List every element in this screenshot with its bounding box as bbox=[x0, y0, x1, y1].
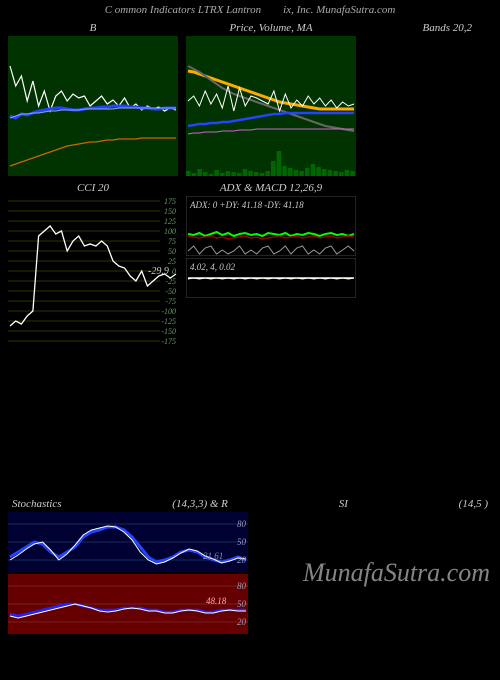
svg-text:50: 50 bbox=[168, 247, 176, 256]
svg-text:-75: -75 bbox=[165, 297, 176, 306]
chart-rsi: 80 50 20 48.18 bbox=[8, 574, 248, 634]
panel-adx-macd: ADX & MACD 12,26,9 ADX: 0 +DY: 41.18 -DY… bbox=[186, 180, 356, 346]
svg-text:25: 25 bbox=[168, 257, 176, 266]
svg-text:-175: -175 bbox=[161, 337, 176, 346]
stoch-params: (14,3,3) & R bbox=[172, 498, 228, 510]
row-stoch: Stochastics (14,3,3) & R SI (14,5 ) 80 50… bbox=[0, 496, 500, 634]
svg-text:4.02, 4, 0.02: 4.02, 4, 0.02 bbox=[190, 262, 236, 272]
panel-price: Price, Volume, MA bbox=[186, 20, 356, 176]
svg-text:ADX: 0 +DY: 41.18 -DY: 41.: ADX: 0 +DY: 41.18 -DY: 41.18 bbox=[189, 200, 304, 210]
row-mid: CCI 20 1751501251007550250-25-50-75-100-… bbox=[0, 180, 500, 346]
stoch-title-row: Stochastics (14,3,3) & R SI (14,5 ) bbox=[8, 496, 492, 512]
header-right: ix, Inc. MunafaSutra.com bbox=[283, 4, 395, 16]
rsi-params: (14,5 ) bbox=[459, 498, 488, 510]
panel-bands: Bands 20,2 bbox=[364, 20, 492, 176]
panel-bands-title: Bands 20,2 bbox=[364, 20, 492, 36]
svg-text:125: 125 bbox=[164, 217, 176, 226]
svg-text:-29.9: -29.9 bbox=[148, 266, 169, 277]
chart-b bbox=[8, 36, 178, 176]
chart-macd: 4.02, 4, 0.02 bbox=[186, 258, 356, 298]
svg-text:20: 20 bbox=[237, 555, 247, 565]
svg-text:75: 75 bbox=[168, 237, 176, 246]
header-left: C bbox=[105, 4, 112, 16]
svg-text:21.61: 21.61 bbox=[203, 551, 223, 561]
svg-text:80: 80 bbox=[237, 581, 247, 591]
panel-cci-title: CCI 20 bbox=[8, 180, 178, 196]
rsi-label: SI bbox=[339, 498, 348, 510]
svg-text:175: 175 bbox=[164, 197, 176, 206]
chart-cci: 1751501251007550250-25-50-75-100-125-150… bbox=[8, 196, 178, 346]
svg-text:50: 50 bbox=[237, 537, 247, 547]
svg-text:20: 20 bbox=[237, 617, 247, 627]
chart-price bbox=[186, 36, 356, 176]
svg-text:-100: -100 bbox=[161, 307, 176, 316]
svg-text:-150: -150 bbox=[161, 327, 176, 336]
row-top: B Price, Volume, MA Bands 20,2 bbox=[0, 20, 500, 176]
panel-adx-title: ADX & MACD 12,26,9 bbox=[186, 180, 356, 196]
page-header: C ommon Indicators LTRX Lantron ix, Inc.… bbox=[0, 0, 500, 20]
chart-adx: ADX: 0 +DY: 41.18 -DY: 41.18 bbox=[186, 196, 356, 256]
stoch-label: Stochastics bbox=[12, 498, 62, 510]
panel-price-title: Price, Volume, MA bbox=[186, 20, 356, 36]
panel-b: B bbox=[8, 20, 178, 176]
chart-stoch: 80 50 20 21.61 bbox=[8, 512, 248, 572]
svg-text:150: 150 bbox=[164, 207, 176, 216]
header-center: ommon Indicators LTRX Lantron bbox=[115, 4, 261, 16]
panel-b-title: B bbox=[8, 20, 178, 36]
svg-text:80: 80 bbox=[237, 519, 247, 529]
svg-text:-125: -125 bbox=[161, 317, 176, 326]
svg-text:50: 50 bbox=[237, 599, 247, 609]
panel-cci: CCI 20 1751501251007550250-25-50-75-100-… bbox=[8, 180, 178, 346]
svg-text:100: 100 bbox=[164, 227, 176, 236]
svg-text:48.18: 48.18 bbox=[206, 596, 227, 606]
svg-text:-50: -50 bbox=[165, 287, 176, 296]
